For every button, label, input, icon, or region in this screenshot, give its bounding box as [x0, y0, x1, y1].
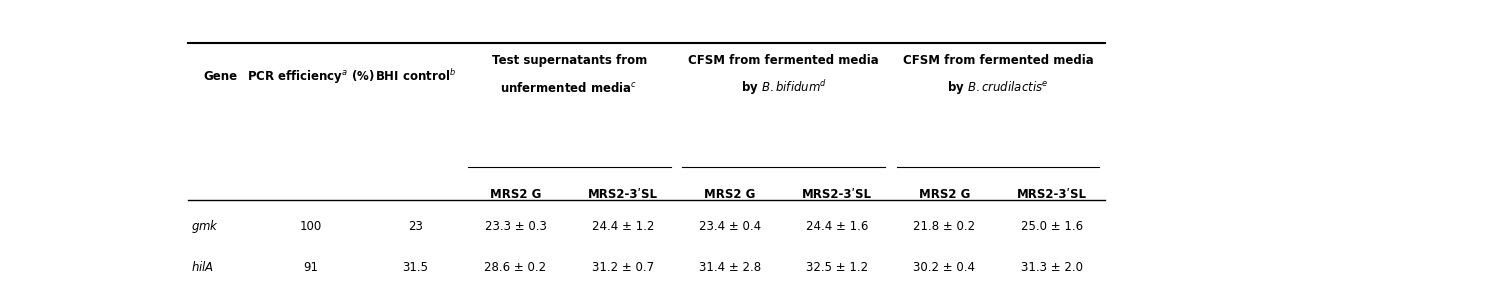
Text: MRS2 G: MRS2 G: [490, 188, 541, 201]
Text: 31.4 ± 2.8: 31.4 ± 2.8: [699, 261, 761, 274]
Text: 24.4 ± 1.2: 24.4 ± 1.2: [591, 220, 654, 234]
Text: 24.4 ± 1.6: 24.4 ± 1.6: [806, 220, 868, 234]
Text: PCR efficiency$^a$ (%): PCR efficiency$^a$ (%): [247, 68, 374, 85]
Text: MRS2 G: MRS2 G: [919, 188, 970, 201]
Text: 31.5: 31.5: [402, 261, 429, 274]
Text: 30.2 ± 0.4: 30.2 ± 0.4: [913, 261, 976, 274]
Text: 23: 23: [408, 220, 423, 234]
Text: Gene: Gene: [203, 70, 238, 83]
Text: 100: 100: [299, 220, 322, 234]
Text: MRS2-3ʹSL: MRS2-3ʹSL: [802, 188, 872, 201]
Text: MRS2-3ʹSL: MRS2-3ʹSL: [1017, 188, 1087, 201]
Text: 23.3 ± 0.3: 23.3 ± 0.3: [484, 220, 546, 234]
Text: 23.4 ± 0.4: 23.4 ± 0.4: [699, 220, 761, 234]
Text: 31.2 ± 0.7: 31.2 ± 0.7: [591, 261, 654, 274]
Text: 31.3 ± 2.0: 31.3 ± 2.0: [1021, 261, 1083, 274]
Text: 28.6 ± 0.2: 28.6 ± 0.2: [484, 261, 546, 274]
Text: by $\it{B. bifidum}$$^d$: by $\it{B. bifidum}$$^d$: [740, 78, 827, 97]
Text: 21.8 ± 0.2: 21.8 ± 0.2: [913, 220, 976, 234]
Text: unfermented media$^c$: unfermented media$^c$: [501, 81, 638, 95]
Text: 25.0 ± 1.6: 25.0 ± 1.6: [1021, 220, 1083, 234]
Text: 32.5 ± 1.2: 32.5 ± 1.2: [806, 261, 868, 274]
Text: MRS2-3ʹSL: MRS2-3ʹSL: [588, 188, 657, 201]
Text: CFSM from fermented media: CFSM from fermented media: [689, 54, 878, 67]
Text: CFSM from fermented media: CFSM from fermented media: [902, 54, 1093, 67]
Text: $\it{gmk}$: $\it{gmk}$: [191, 219, 220, 236]
Text: by $\it{B. crudilactis}$$^e$: by $\it{B. crudilactis}$$^e$: [948, 79, 1048, 96]
Text: BHI control$^b$: BHI control$^b$: [374, 68, 456, 84]
Text: MRS2 G: MRS2 G: [704, 188, 755, 201]
Text: 91: 91: [302, 261, 317, 274]
Text: $\it{hilA}$: $\it{hilA}$: [191, 260, 215, 274]
Text: Test supernatants from: Test supernatants from: [492, 54, 647, 67]
